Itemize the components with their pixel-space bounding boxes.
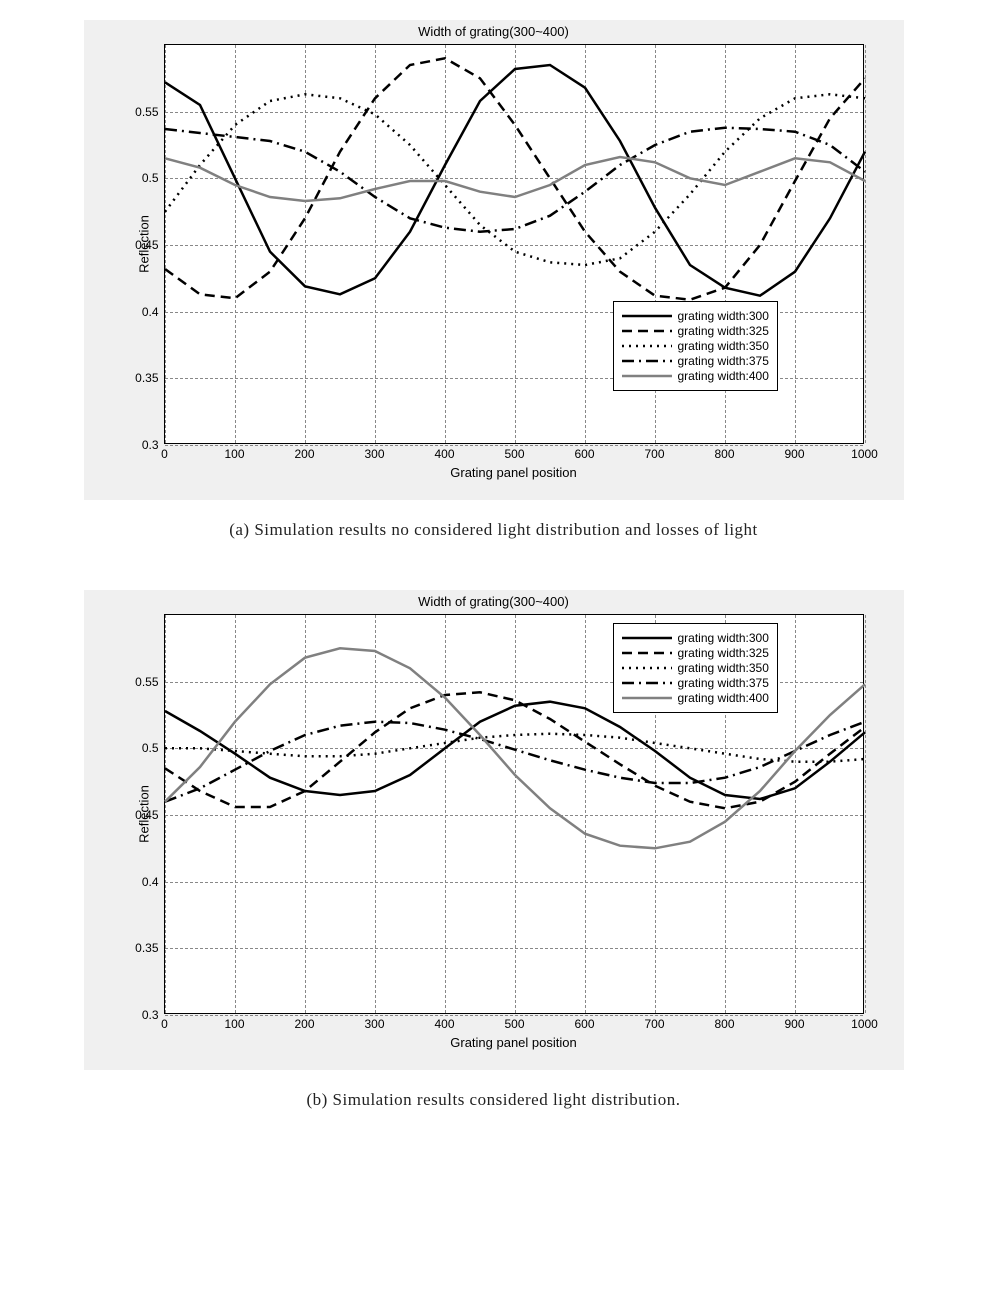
x-tick-label: 900	[784, 1013, 804, 1031]
x-tick-label: 800	[714, 1013, 734, 1031]
legend-row: grating width:400	[622, 369, 769, 383]
y-tick-label: 0.4	[142, 875, 165, 889]
x-tick-label: 900	[784, 443, 804, 461]
legend-label: grating width:375	[678, 676, 769, 690]
chart-a-plot-area: Reflection Grating panel position 0.30.3…	[164, 44, 864, 444]
legend-swatch	[622, 661, 672, 675]
y-tick-label: 0.5	[142, 741, 165, 755]
x-tick-label: 500	[504, 443, 524, 461]
legend-swatch	[622, 324, 672, 338]
legend-row: grating width:400	[622, 691, 769, 705]
legend-label: grating width:325	[678, 324, 769, 338]
x-tick-label: 0	[161, 443, 168, 461]
series-line	[165, 94, 865, 265]
y-tick-label: 0.5	[142, 171, 165, 185]
legend-swatch	[622, 676, 672, 690]
legend-row: grating width:325	[622, 646, 769, 660]
x-tick-label: 1000	[851, 1013, 878, 1031]
legend-swatch	[622, 646, 672, 660]
y-tick-label: 0.55	[135, 105, 164, 119]
legend-label: grating width:325	[678, 646, 769, 660]
chart-b: Width of grating(300~400) Reflection Gra…	[84, 590, 904, 1070]
legend-label: grating width:300	[678, 631, 769, 645]
series-line	[165, 58, 865, 299]
y-tick-label: 0.45	[135, 808, 164, 822]
x-tick-label: 300	[364, 443, 384, 461]
legend-label: grating width:400	[678, 369, 769, 383]
chart-a-xlabel: Grating panel position	[165, 465, 863, 480]
legend-label: grating width:350	[678, 339, 769, 353]
legend-swatch	[622, 339, 672, 353]
x-tick-label: 100	[224, 1013, 244, 1031]
x-tick-label: 600	[574, 443, 594, 461]
series-line	[165, 734, 865, 762]
x-tick-label: 600	[574, 1013, 594, 1031]
y-tick-label: 0.55	[135, 675, 164, 689]
x-tick-label: 200	[294, 1013, 314, 1031]
chart-b-title: Width of grating(300~400)	[84, 594, 904, 609]
x-tick-label: 700	[644, 443, 664, 461]
legend-label: grating width:350	[678, 661, 769, 675]
legend-row: grating width:350	[622, 339, 769, 353]
x-tick-label: 0	[161, 1013, 168, 1031]
x-tick-label: 400	[434, 1013, 454, 1031]
y-tick-label: 0.35	[135, 941, 164, 955]
chart-b-plot-area: Reflection Grating panel position 0.30.3…	[164, 614, 864, 1014]
legend-row: grating width:300	[622, 309, 769, 323]
chart-a: Width of grating(300~400) Reflection Gra…	[84, 20, 904, 500]
legend-swatch	[622, 631, 672, 645]
legend: grating width:300grating width:325gratin…	[613, 623, 778, 713]
y-tick-label: 0.45	[135, 238, 164, 252]
x-tick-label: 500	[504, 1013, 524, 1031]
legend-row: grating width:375	[622, 354, 769, 368]
legend-swatch	[622, 354, 672, 368]
series-line	[165, 128, 865, 232]
y-tick-label: 0.4	[142, 305, 165, 319]
gridline-v	[865, 615, 866, 1013]
legend-row: grating width:300	[622, 631, 769, 645]
series-line	[165, 65, 865, 296]
legend: grating width:300grating width:325gratin…	[613, 301, 778, 391]
x-tick-label: 1000	[851, 443, 878, 461]
x-tick-label: 400	[434, 443, 454, 461]
legend-label: grating width:300	[678, 309, 769, 323]
legend-row: grating width:350	[622, 661, 769, 675]
legend-row: grating width:325	[622, 324, 769, 338]
legend-swatch	[622, 691, 672, 705]
x-tick-label: 800	[714, 443, 734, 461]
x-tick-label: 200	[294, 443, 314, 461]
chart-a-title: Width of grating(300~400)	[84, 24, 904, 39]
series-line	[165, 157, 865, 201]
legend-swatch	[622, 369, 672, 383]
x-tick-label: 300	[364, 1013, 384, 1031]
legend-row: grating width:375	[622, 676, 769, 690]
chart-b-xlabel: Grating panel position	[165, 1035, 863, 1050]
legend-label: grating width:400	[678, 691, 769, 705]
y-tick-label: 0.35	[135, 371, 164, 385]
legend-label: grating width:375	[678, 354, 769, 368]
gridline-v	[865, 45, 866, 443]
chart-a-caption: (a) Simulation results no considered lig…	[20, 520, 967, 540]
legend-swatch	[622, 309, 672, 323]
x-tick-label: 100	[224, 443, 244, 461]
chart-b-caption: (b) Simulation results considered light …	[20, 1090, 967, 1110]
x-tick-label: 700	[644, 1013, 664, 1031]
